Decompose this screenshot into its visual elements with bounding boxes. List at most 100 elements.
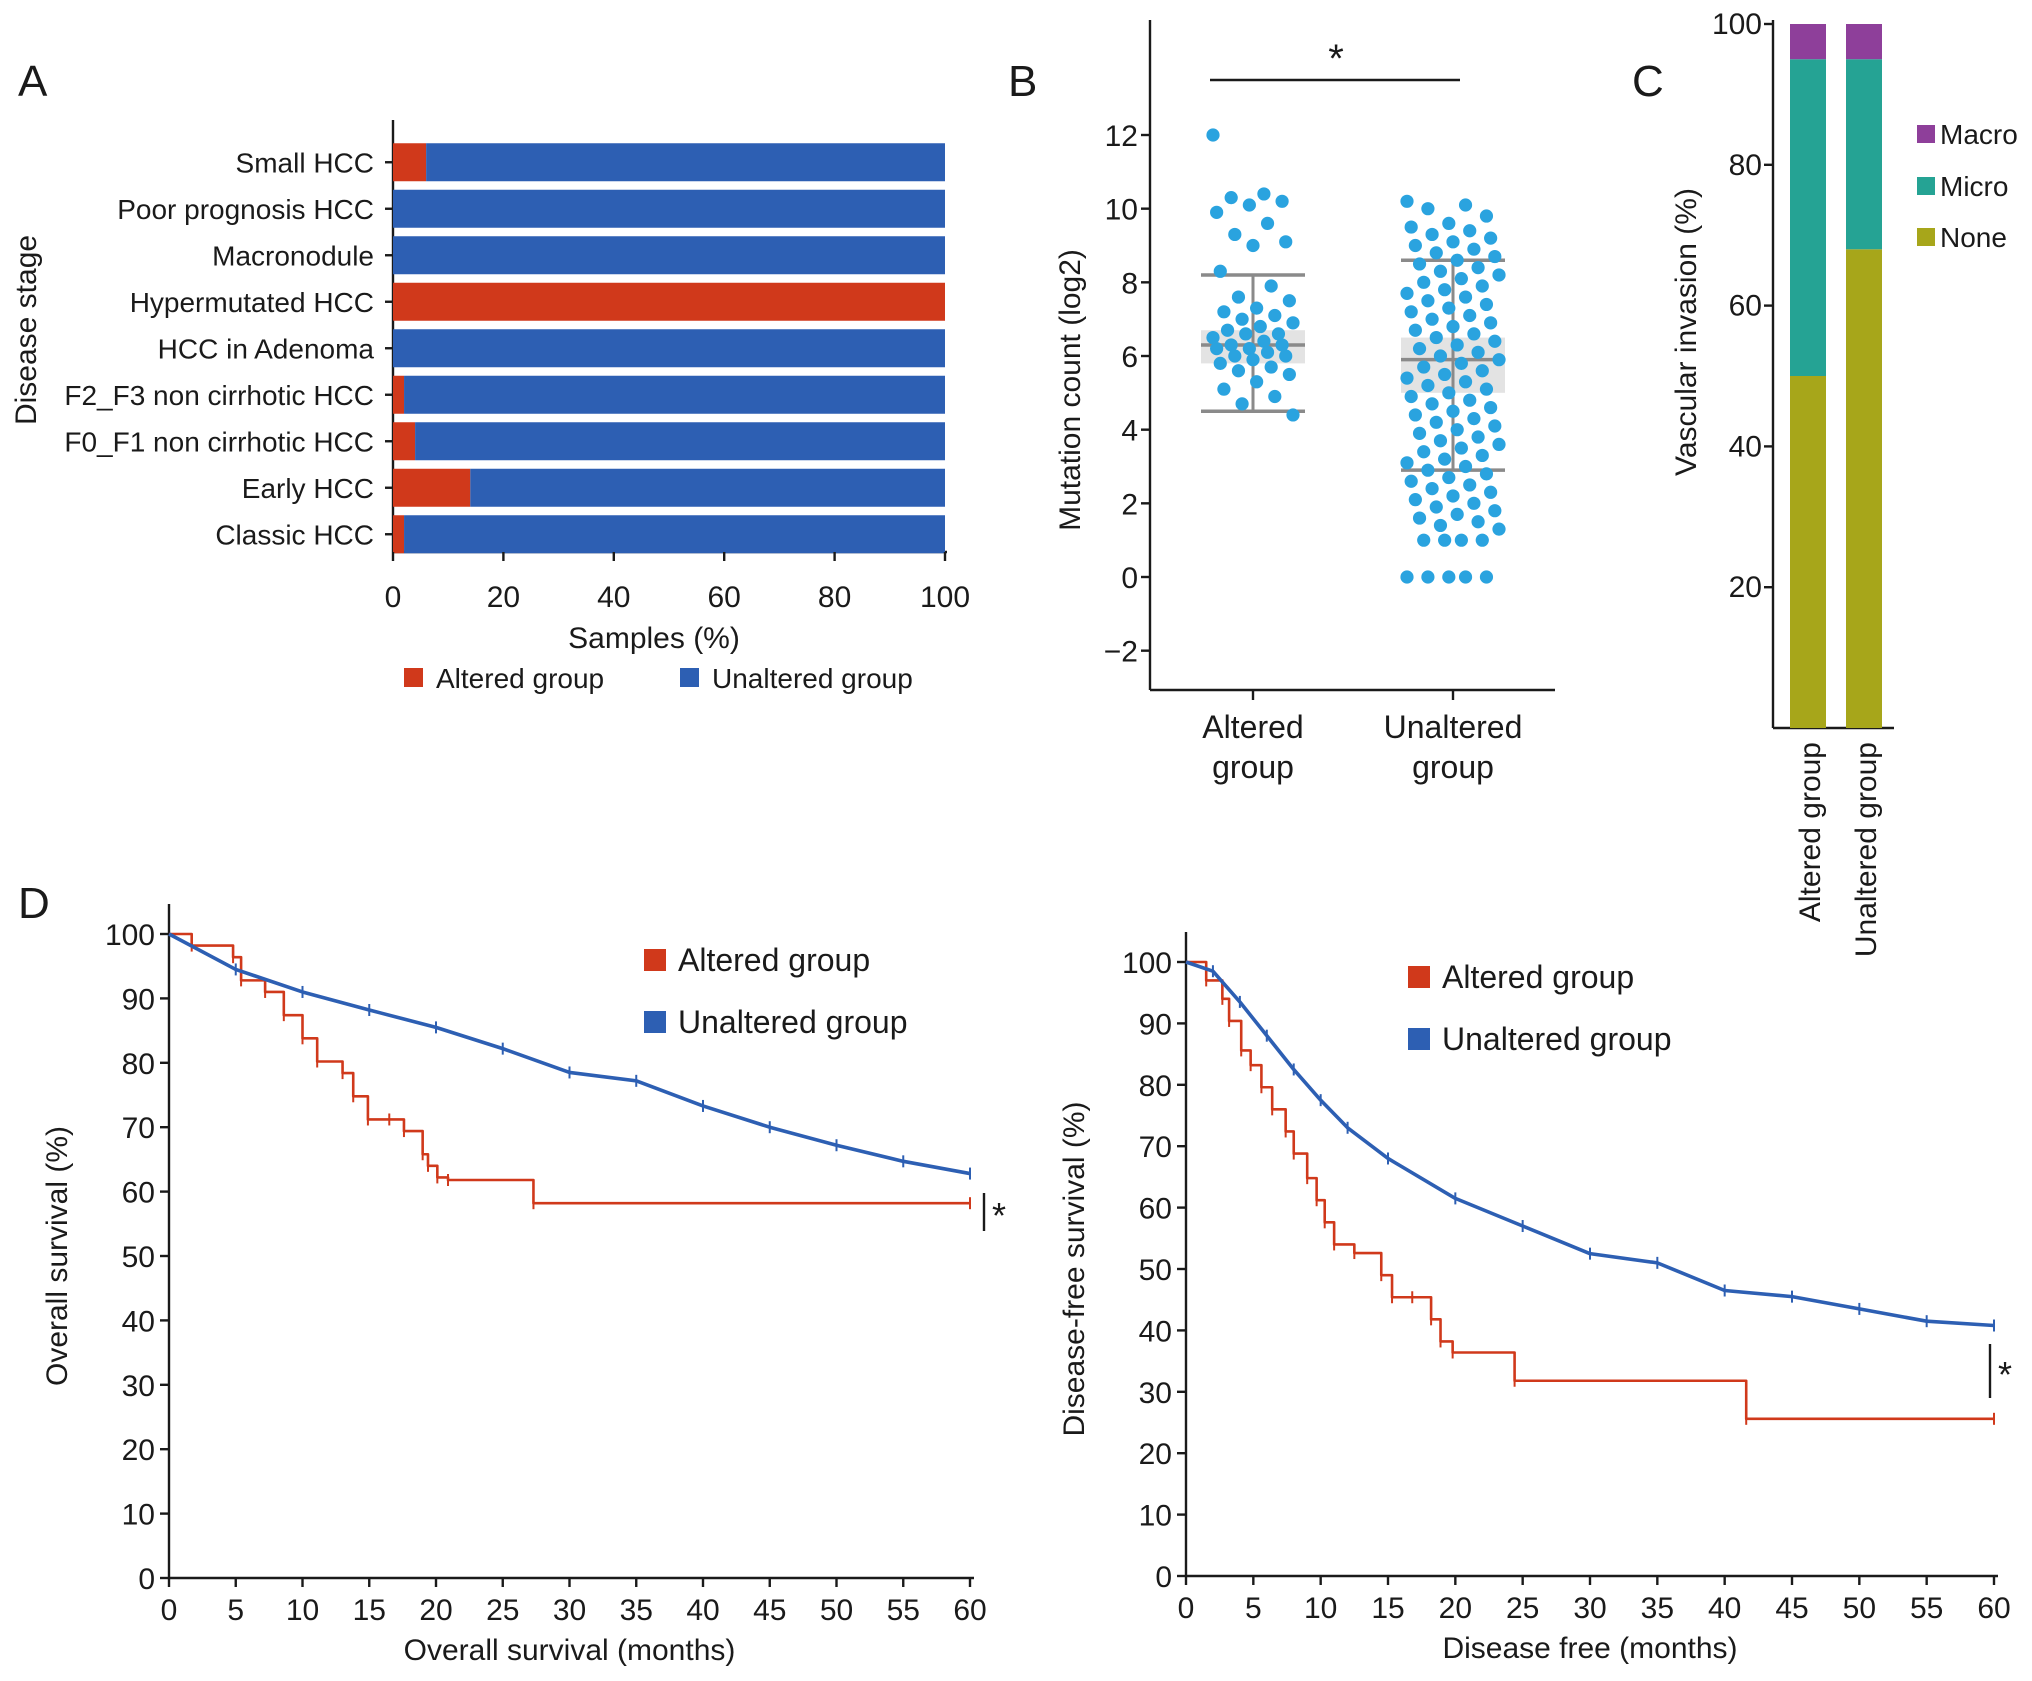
y-tick-label: 80 — [122, 1048, 155, 1081]
x-tick-label: 30 — [553, 1594, 586, 1627]
data-point — [1275, 338, 1289, 352]
stacked-bar-segment — [1846, 249, 1882, 728]
data-point — [1404, 474, 1418, 488]
y-tick-label: 20 — [1139, 1438, 1172, 1471]
bar-segment — [404, 375, 945, 414]
legend-label-unaltered: Unaltered group — [678, 1004, 907, 1040]
y-tick-label: 60 — [1729, 290, 1762, 323]
data-point — [1467, 412, 1481, 426]
category-label: F0_F1 non cirrhotic HCC — [64, 426, 374, 457]
data-point — [1442, 386, 1456, 400]
y-tick-label: 2 — [1121, 488, 1138, 521]
x-tick-label: 40 — [686, 1594, 719, 1627]
data-point — [1246, 353, 1260, 367]
data-point — [1492, 353, 1506, 367]
legend-swatch-unaltered — [680, 668, 699, 687]
data-point — [1412, 426, 1427, 440]
data-point — [1408, 493, 1422, 507]
y-tick-label: 20 — [122, 1434, 155, 1467]
data-point — [1228, 227, 1242, 242]
x-tick-label: Altered group — [1202, 709, 1303, 785]
x-tick-label: 35 — [1641, 1592, 1674, 1625]
y-tick-label: 40 — [1139, 1315, 1172, 1348]
x-tick-label: 25 — [486, 1594, 519, 1627]
data-point — [1425, 397, 1439, 411]
data-point — [1450, 338, 1464, 352]
x-tick-label: 55 — [1910, 1592, 1943, 1625]
data-point — [1421, 202, 1435, 216]
data-point — [1433, 518, 1448, 533]
y-tick-label: 0 — [1155, 1561, 1172, 1594]
panel-c-vascular-invasion-chart: Altered group Unaltered group 20 40 60 80 100 V… — [1670, 8, 2018, 957]
data-point — [1463, 224, 1477, 238]
data-point — [1488, 249, 1502, 264]
data-point — [1228, 349, 1242, 363]
data-point — [1475, 364, 1489, 378]
x-tick-label: 40 — [1708, 1592, 1741, 1625]
data-point — [1404, 389, 1418, 404]
panel-a-stage-bar-chart: Small HCC Poor prognosis HCC Macronodule Hy… — [10, 120, 970, 694]
data-point — [1458, 375, 1473, 389]
stacked-bar-segment — [1846, 24, 1882, 60]
data-point — [1268, 389, 1282, 404]
data-point — [1463, 308, 1477, 323]
y-tick-label: 30 — [122, 1370, 155, 1403]
bar-segment — [393, 189, 945, 228]
data-point — [1446, 404, 1460, 418]
y-tick-label: 50 — [122, 1241, 155, 1274]
bar-segment — [415, 422, 946, 461]
significance-marker: * — [992, 1195, 1006, 1236]
y-tick-label: 6 — [1121, 341, 1138, 374]
data-point — [1425, 482, 1439, 496]
bar-segment — [393, 422, 416, 461]
category-label: Early HCC — [242, 473, 374, 504]
data-point — [1421, 463, 1435, 477]
data-point — [1438, 533, 1452, 547]
data-point — [1479, 467, 1494, 481]
data-point — [1450, 507, 1464, 521]
stacked-bar-segment — [1846, 59, 1882, 250]
x-tick-label: 25 — [1506, 1592, 1539, 1625]
data-point — [1484, 485, 1498, 499]
data-point — [1242, 342, 1256, 356]
data-point — [1217, 305, 1231, 319]
data-point — [1257, 334, 1271, 348]
data-point — [1442, 216, 1456, 230]
legend-swatch-unaltered — [644, 1011, 666, 1033]
data-point — [1442, 570, 1456, 584]
data-point — [1458, 459, 1473, 474]
y-tick-label: 100 — [1712, 8, 1762, 41]
x-axis-title: Overall survival (months) — [404, 1634, 736, 1667]
data-point — [1442, 301, 1456, 315]
y-tick-label: 60 — [122, 1177, 155, 1210]
legend-swatch-altered — [404, 668, 423, 687]
x-tick-label: Unaltered group — [1850, 742, 1883, 957]
x-tick-label: 0 — [161, 1594, 178, 1627]
x-tick-label: 5 — [1245, 1592, 1262, 1625]
data-point — [1210, 342, 1224, 356]
bar-segment — [426, 143, 945, 182]
bar-segment — [404, 515, 945, 554]
data-point — [1421, 570, 1435, 584]
data-point — [1264, 360, 1278, 374]
x-tick-label: 5 — [227, 1594, 244, 1627]
bar-segment — [393, 236, 945, 275]
y-tick-label: 10 — [122, 1499, 155, 1532]
data-point — [1412, 511, 1427, 525]
data-point — [1429, 415, 1443, 429]
y-tick-label: 90 — [122, 983, 155, 1016]
data-point — [1475, 533, 1489, 547]
data-point — [1454, 356, 1468, 370]
category-label: F2_F3 non cirrhotic HCC — [64, 380, 374, 411]
data-point — [1271, 327, 1286, 341]
data-point — [1479, 209, 1494, 223]
y-axis-title: Disease-free survival (%) — [1058, 1101, 1091, 1436]
data-point — [1257, 187, 1271, 201]
data-point — [1475, 279, 1489, 293]
bar-segment — [393, 329, 945, 368]
data-point — [1463, 478, 1477, 492]
x-tick-label: 0 — [1178, 1592, 1195, 1625]
panel-d-overall-survival-chart: 0 10 20 30 40 50 60 70 80 90 100 0 5 10 15 20 25 30 35 40 45… — [41, 904, 1006, 1667]
category-label: Small HCC — [236, 147, 374, 178]
legend-label-altered: Altered group — [678, 942, 870, 978]
